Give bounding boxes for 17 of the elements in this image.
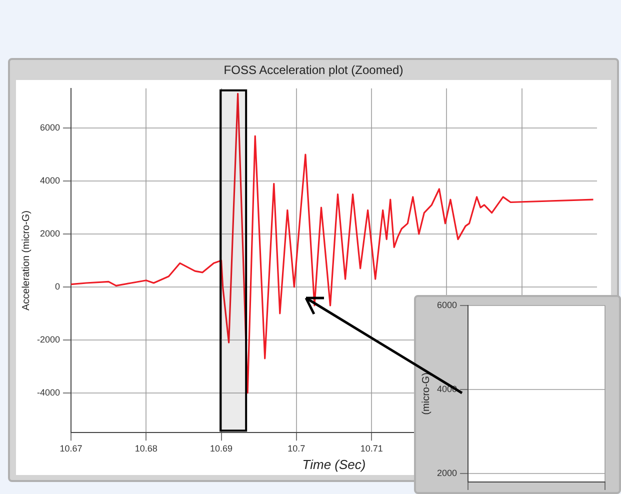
y-tick-label: 2000 [436, 468, 458, 478]
x-tick-label: 10.68 [134, 443, 158, 454]
x-tick-label: 10.7 [288, 443, 306, 454]
y-axis-title: (micro-G) [420, 372, 432, 415]
x-tick-label: 10.67 [60, 443, 82, 454]
y-tick-label: 4000 [40, 176, 60, 186]
y-axis-title: Acceleration (micro-G) [20, 210, 32, 311]
x-axis-title: Time (Sec) [302, 456, 366, 472]
chart-title: FOSS Acceleration plot (Zoomed) [222, 63, 404, 77]
y-tick-label: -2000 [36, 334, 60, 344]
y-tick-label: 2000 [40, 228, 60, 239]
x-tick-label: 10.71 [360, 443, 383, 454]
y-tick-label: 6000 [40, 122, 60, 133]
y-tick-label: 6000 [436, 300, 458, 310]
y-tick-label: -4000 [36, 387, 60, 398]
x-tick-label: 10.69 [210, 443, 233, 454]
y-tick-label: 0 [55, 281, 60, 292]
